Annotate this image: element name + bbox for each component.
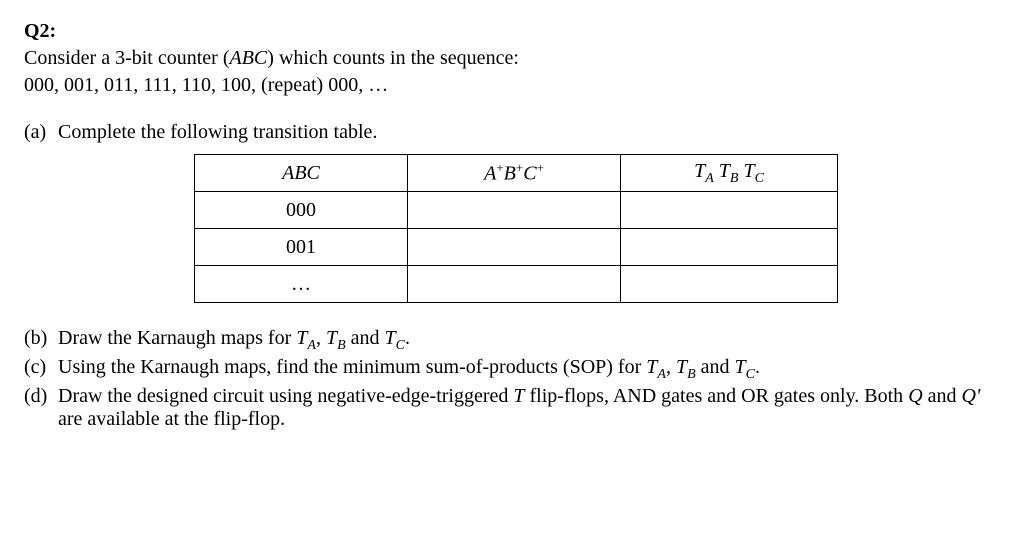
table-cell [621, 229, 838, 266]
table-header-t-inputs: TA TB TC [621, 155, 838, 192]
part-c-label: (c) [24, 356, 58, 383]
table-cell [408, 229, 621, 266]
table-row: 001 [195, 229, 838, 266]
sequence-line: 000, 001, 011, 111, 110, 100, (repeat) 0… [24, 72, 1000, 99]
table-cell [621, 192, 838, 229]
part-b-label: (b) [24, 327, 58, 354]
question-heading: Q2: [24, 18, 1000, 45]
table-cell: 001 [195, 229, 408, 266]
table-header-row: ABC A+B+C+ TA TB TC [195, 155, 838, 192]
part-a-text: Complete the following transition table. [58, 121, 1000, 144]
part-a: (a) Complete the following transition ta… [24, 121, 1000, 144]
part-c-text: Using the Karnaugh maps, find the minimu… [58, 356, 1000, 383]
part-b-text: Draw the Karnaugh maps for TA, TB and TC… [58, 327, 1000, 354]
table-cell [408, 192, 621, 229]
table-cell [408, 266, 621, 303]
part-b: (b) Draw the Karnaugh maps for TA, TB an… [24, 327, 1000, 354]
table-header-next-state: A+B+C+ [408, 155, 621, 192]
table-row: … [195, 266, 838, 303]
part-a-label: (a) [24, 121, 58, 144]
part-c: (c) Using the Karnaugh maps, find the mi… [24, 356, 1000, 383]
table-cell: 000 [195, 192, 408, 229]
transition-table: ABC A+B+C+ TA TB TC 000 001 … [194, 154, 838, 303]
part-d-label: (d) [24, 385, 58, 431]
table-row: 000 [195, 192, 838, 229]
table-header-abc: ABC [195, 155, 408, 192]
transition-table-wrap: ABC A+B+C+ TA TB TC 000 001 … [194, 154, 1000, 303]
table-cell [621, 266, 838, 303]
intro-line-1: Consider a 3-bit counter (ABC) which cou… [24, 45, 1000, 72]
part-d-text: Draw the designed circuit using negative… [58, 385, 1000, 431]
table-cell: … [195, 266, 408, 303]
part-d: (d) Draw the designed circuit using nega… [24, 385, 1000, 431]
